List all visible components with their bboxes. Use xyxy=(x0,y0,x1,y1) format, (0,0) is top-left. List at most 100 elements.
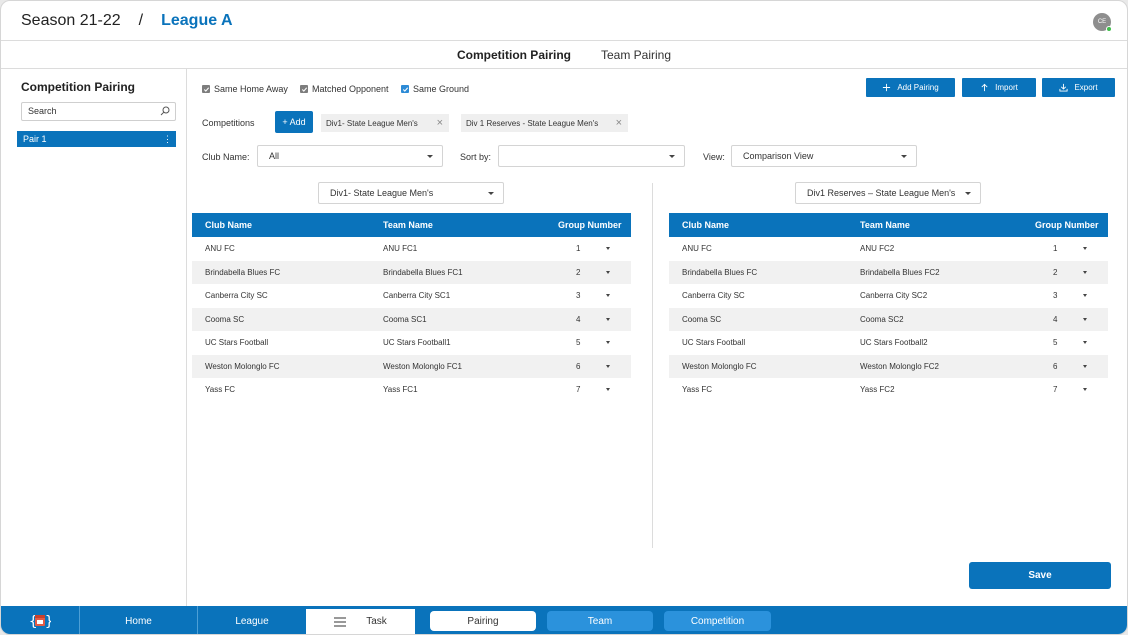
group-number-cell[interactable]: 5 xyxy=(576,338,581,348)
close-icon[interactable]: × xyxy=(615,117,622,129)
club-name-cell: Canberra City SC xyxy=(682,291,745,301)
header-team-name: Team Name xyxy=(860,220,910,230)
export-button[interactable]: Export xyxy=(1042,78,1115,97)
left-competition-value: Div1- State League Men's xyxy=(330,188,434,198)
checkbox-label: Same Home Away xyxy=(214,84,288,94)
chevron-down-icon[interactable] xyxy=(606,341,610,344)
nav-home[interactable]: Home xyxy=(125,615,152,627)
nav-separator xyxy=(79,606,80,634)
group-number-cell[interactable]: 2 xyxy=(1053,267,1058,277)
group-number-cell[interactable]: 5 xyxy=(1053,338,1058,348)
group-number-cell[interactable]: 6 xyxy=(576,361,581,371)
chevron-down-icon xyxy=(669,155,675,158)
header-team-name: Team Name xyxy=(383,220,433,230)
add-competition-button[interactable]: + Add xyxy=(275,111,313,133)
online-status-dot xyxy=(1106,26,1112,32)
league-title[interactable]: League A xyxy=(161,11,233,29)
club-name-cell: UC Stars Football xyxy=(205,338,269,348)
calendar-icon[interactable]: { } xyxy=(1,606,79,634)
group-number-cell[interactable]: 4 xyxy=(1053,314,1058,324)
sidebar-item-pair-1[interactable]: Pair 1 ⋮ xyxy=(17,131,176,147)
group-number-cell[interactable]: 1 xyxy=(576,244,581,254)
chevron-down-icon[interactable] xyxy=(1083,364,1087,368)
table-row: Weston Molonglo FC Weston Molonglo FC2 6 xyxy=(669,354,1108,378)
header-club-name: Club Name xyxy=(682,220,730,230)
club-name-cell: ANU FC xyxy=(682,244,712,254)
chevron-down-icon[interactable] xyxy=(606,247,610,250)
matched-opponent-checkbox[interactable]: Matched Opponent xyxy=(300,84,389,94)
sort-by-select[interactable] xyxy=(498,145,685,167)
chevron-down-icon[interactable] xyxy=(606,270,610,274)
close-icon[interactable]: × xyxy=(436,117,443,129)
checkbox-label: Matched Opponent xyxy=(312,84,389,94)
team-name-cell: ANU FC2 xyxy=(860,244,895,254)
team-name-cell: Cooma SC1 xyxy=(383,314,427,324)
add-pairing-button[interactable]: Add Pairing xyxy=(866,78,955,97)
chevron-down-icon[interactable] xyxy=(606,388,610,391)
club-name-cell: Cooma SC xyxy=(205,314,245,324)
tab-team-pairing[interactable]: Team Pairing xyxy=(600,47,672,62)
club-name-cell: Brindabella Blues FC xyxy=(682,267,758,277)
table-row: ANU FC ANU FC2 1 xyxy=(669,237,1108,261)
club-name-cell: Weston Molonglo FC xyxy=(205,361,280,371)
right-competition-select[interactable]: Div1 Reserves – State League Men's xyxy=(795,182,981,204)
header-club-name: Club Name xyxy=(205,220,253,230)
group-number-cell[interactable]: 3 xyxy=(1053,291,1058,301)
club-name-value: All xyxy=(269,151,280,161)
same-home-away-checkbox[interactable]: Same Home Away xyxy=(202,84,288,94)
search-input[interactable]: Search xyxy=(21,102,176,121)
chevron-down-icon[interactable] xyxy=(1083,388,1087,391)
chevron-down-icon[interactable] xyxy=(1083,341,1087,344)
upload-arrow-icon xyxy=(981,83,988,92)
season-title[interactable]: Season 21-22 xyxy=(21,11,121,29)
view-select[interactable]: Comparison View xyxy=(731,145,917,167)
table-row: UC Stars Football UC Stars Football2 5 xyxy=(669,331,1108,355)
chevron-down-icon[interactable] xyxy=(606,364,610,368)
club-name-cell: Weston Molonglo FC xyxy=(682,361,757,371)
nav-separator xyxy=(197,606,198,634)
chevron-down-icon[interactable] xyxy=(1083,247,1087,250)
nav-competition[interactable]: Competition xyxy=(664,611,771,631)
import-label: Import xyxy=(995,83,1018,92)
chevron-down-icon[interactable] xyxy=(606,317,610,321)
nav-league[interactable]: League xyxy=(235,615,269,627)
tab-competition-pairing[interactable]: Competition Pairing xyxy=(456,47,571,62)
avatar-initials: CE xyxy=(1097,19,1107,25)
svg-text:{: { xyxy=(29,614,37,630)
chevron-down-icon[interactable] xyxy=(1083,294,1087,297)
checkbox-checked-icon xyxy=(300,85,308,93)
pair-label: Pair 1 xyxy=(23,134,47,144)
competition-chip: Div 1 Reserves - State League Men's × xyxy=(461,114,628,132)
nav-task[interactable]: Task xyxy=(306,609,415,634)
save-button[interactable]: Save xyxy=(969,562,1111,589)
bottom-nav: { } Home League Task Pairing Team Compet… xyxy=(1,606,1127,634)
chevron-down-icon[interactable] xyxy=(1083,317,1087,321)
sidebar-title: Competition Pairing xyxy=(21,80,135,94)
team-name-cell: Cooma SC2 xyxy=(860,314,904,324)
table-header: Club Name Team Name Group Number xyxy=(192,213,631,237)
left-team-table: Club Name Team Name Group Number ANU FC A… xyxy=(192,213,631,402)
more-vertical-icon[interactable]: ⋮ xyxy=(163,134,172,144)
group-number-cell[interactable]: 2 xyxy=(576,267,581,277)
group-number-cell[interactable]: 7 xyxy=(576,385,581,395)
avatar[interactable]: CE xyxy=(1093,13,1112,32)
group-number-cell[interactable]: 6 xyxy=(1053,361,1058,371)
import-button[interactable]: Import xyxy=(962,78,1036,97)
left-competition-select[interactable]: Div1- State League Men's xyxy=(318,182,504,204)
same-ground-checkbox[interactable]: Same Ground xyxy=(401,84,469,94)
table-row: Yass FC Yass FC1 7 xyxy=(192,378,631,402)
chevron-down-icon[interactable] xyxy=(606,294,610,297)
group-number-cell[interactable]: 7 xyxy=(1053,385,1058,395)
nav-team[interactable]: Team xyxy=(547,611,653,631)
table-row: ANU FC ANU FC1 1 xyxy=(192,237,631,261)
table-row: Cooma SC Cooma SC2 4 xyxy=(669,307,1108,331)
chevron-down-icon[interactable] xyxy=(1083,270,1087,274)
group-number-cell[interactable]: 1 xyxy=(1053,244,1058,254)
group-number-cell[interactable]: 4 xyxy=(576,314,581,324)
club-name-select[interactable]: All xyxy=(257,145,443,167)
nav-pairing[interactable]: Pairing xyxy=(430,611,536,631)
export-label: Export xyxy=(1074,83,1098,92)
table-row: Canberra City SC Canberra City SC1 3 xyxy=(192,284,631,308)
group-number-cell[interactable]: 3 xyxy=(576,291,581,301)
